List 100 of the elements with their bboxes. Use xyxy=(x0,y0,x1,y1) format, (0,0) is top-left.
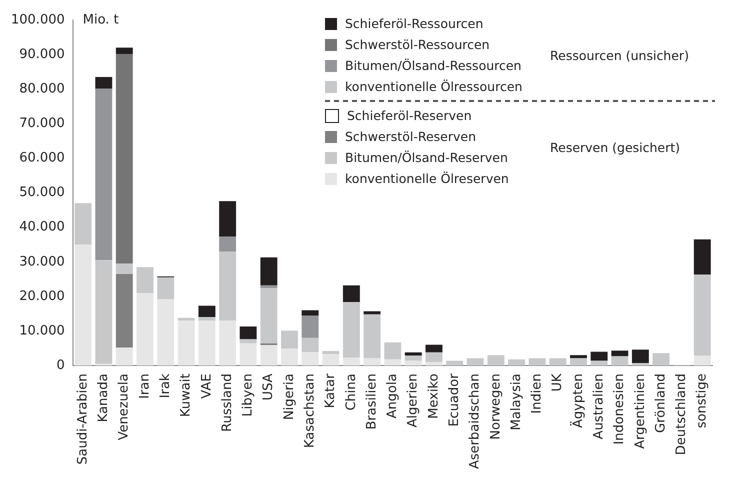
x-tick-label: Saudi-Arabien xyxy=(75,374,90,465)
bar xyxy=(116,48,133,54)
x-tick-label: Argentinien xyxy=(632,374,648,449)
bar xyxy=(157,277,174,300)
y-tick-label: 20.000 xyxy=(19,288,65,304)
legend-label: Schieferöl-Reserven xyxy=(347,108,472,123)
bar xyxy=(74,244,92,366)
bar xyxy=(322,354,340,366)
x-tick-label: China xyxy=(344,374,359,411)
y-tick-label: 30.000 xyxy=(19,254,65,270)
x-tick-label: Iran xyxy=(137,374,152,399)
bar xyxy=(364,311,381,314)
bar xyxy=(404,352,422,356)
x-tick-label: Mexiko xyxy=(426,374,442,419)
x-tick-label: Indonesien xyxy=(612,374,628,445)
bar xyxy=(95,77,112,89)
legend-label: Bitumen/Ölsand-Ressourcen xyxy=(345,58,522,73)
legend-label: Schwerstöl-Reserven xyxy=(345,129,476,144)
bar xyxy=(426,344,442,352)
x-tick-label: Nigeria xyxy=(282,374,297,420)
bar xyxy=(302,338,319,352)
x-tick-label: Brasilien xyxy=(364,374,380,430)
bar xyxy=(342,285,360,302)
y-tick-label: 60.000 xyxy=(19,150,65,166)
bar xyxy=(590,352,608,361)
bar xyxy=(570,358,587,366)
bar xyxy=(198,306,216,318)
bar xyxy=(95,88,112,260)
bar xyxy=(404,356,422,361)
bar xyxy=(219,252,236,321)
bar xyxy=(342,302,360,358)
legend-label: konventionelle Ölressourcen xyxy=(345,79,522,94)
bar xyxy=(426,362,442,366)
bar xyxy=(487,355,504,366)
bar xyxy=(570,355,587,358)
bar xyxy=(426,352,442,362)
bar xyxy=(364,358,381,366)
bar xyxy=(116,264,133,274)
x-tick-label: Malaysia xyxy=(508,374,524,430)
bar xyxy=(219,320,236,366)
bar xyxy=(364,314,381,358)
bar xyxy=(157,299,174,366)
x-tick-label: Russland xyxy=(220,374,235,432)
annotation: Ressourcen (unsicher) xyxy=(550,48,689,62)
y-tick-label: 100.000 xyxy=(10,12,65,28)
bar xyxy=(198,320,216,366)
y-tick-label: 70.000 xyxy=(19,116,65,132)
legend-label: Bitumen/Ölsand-Reserven xyxy=(345,150,508,165)
bar xyxy=(446,360,464,366)
y-tick-label: 10.000 xyxy=(19,323,65,338)
x-tick-label: UK xyxy=(550,373,566,392)
x-tick-label: Angola xyxy=(385,374,400,418)
bar xyxy=(302,310,319,316)
bar xyxy=(116,274,133,348)
bar xyxy=(116,54,133,264)
bar xyxy=(260,345,278,366)
bar xyxy=(384,342,402,360)
x-tick-label: Australien xyxy=(592,374,606,440)
x-tick-label: Aserbaidschan xyxy=(468,374,483,470)
x-tick-label: Deutschland xyxy=(674,374,690,456)
bar xyxy=(260,288,278,344)
x-tick-label: VAE xyxy=(199,374,214,399)
y-tick-label: 0 xyxy=(56,358,65,373)
x-tick-label: USA xyxy=(261,373,276,400)
bar xyxy=(240,339,257,344)
x-tick-label: Venezuela xyxy=(116,374,132,440)
x-tick-label: Libyen xyxy=(240,374,256,417)
bar xyxy=(281,330,298,349)
bar xyxy=(219,236,236,252)
bar xyxy=(219,201,236,237)
bar xyxy=(302,315,319,338)
bar xyxy=(694,356,711,366)
x-tick-label: Kuwait xyxy=(178,374,194,417)
bar xyxy=(384,359,402,366)
legend-label: Schwerstöl-Ressourcen xyxy=(345,37,490,52)
legend-label: konventionelle Ölreserven xyxy=(345,171,509,186)
bar xyxy=(549,358,566,366)
x-tick-label: Irak xyxy=(158,373,174,398)
bar xyxy=(611,356,628,366)
bar xyxy=(74,203,92,245)
y-axis-title: Mio. t xyxy=(82,12,119,28)
y-tick-label: 80.000 xyxy=(19,81,65,96)
bar xyxy=(342,358,360,366)
bar xyxy=(260,257,278,286)
bar xyxy=(198,317,216,321)
bar xyxy=(611,350,628,356)
x-tick-label: Kanada xyxy=(96,374,112,422)
x-tick-label: Kasachstan xyxy=(302,374,318,448)
bar xyxy=(590,360,608,366)
x-tick-label: Katar xyxy=(323,372,338,408)
bar xyxy=(694,274,711,356)
x-tick-label: Ägypten xyxy=(570,374,586,428)
x-tick-label: Ecuador xyxy=(447,372,462,427)
annotation: Reserven (gesichert) xyxy=(550,140,680,154)
bar xyxy=(116,348,133,366)
bar xyxy=(240,326,257,340)
bar xyxy=(240,343,257,366)
bar xyxy=(652,353,670,366)
bar xyxy=(632,350,649,364)
bar xyxy=(694,239,711,275)
